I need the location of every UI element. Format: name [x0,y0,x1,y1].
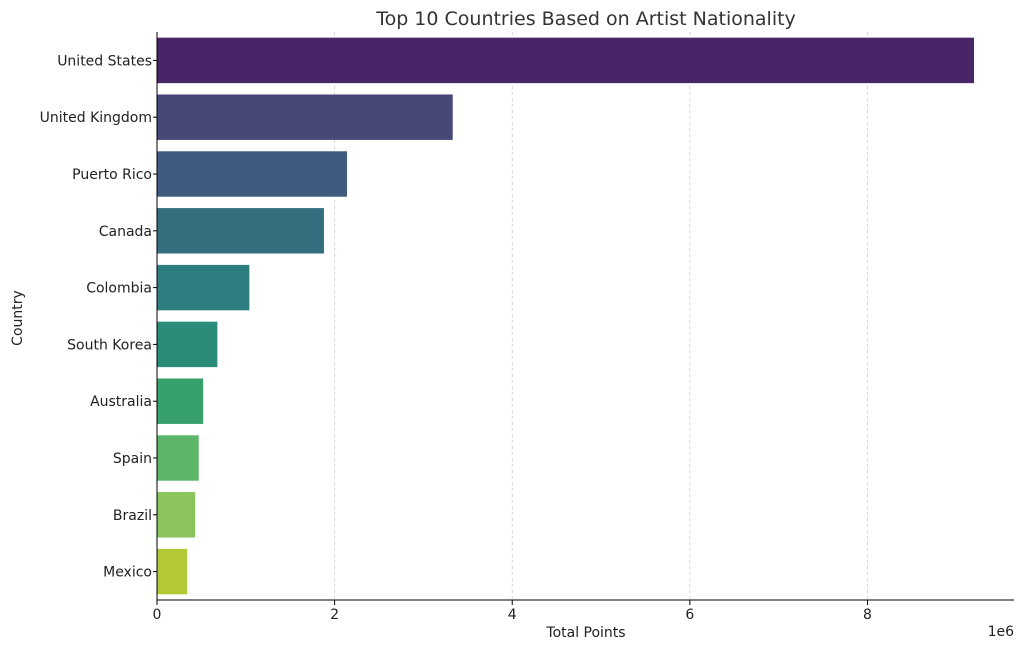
x-tick-label: 4 [508,607,517,623]
x-axis-title: Total Points [545,625,625,641]
bar [157,321,218,368]
y-axis-title: Country [10,290,26,346]
bars-group [157,37,975,595]
bar [157,435,199,481]
x-tick-label: 8 [863,607,872,623]
y-tick-label: United States [57,53,152,69]
bar [157,378,204,424]
x-tick-label: 6 [685,607,694,623]
bar [157,94,453,140]
y-tick-label: South Korea [67,337,152,353]
y-tick-label: Spain [113,451,152,467]
bar [157,264,250,311]
x-axis-scale-label: 1e6 [988,624,1015,640]
y-tick-label: United Kingdom [40,110,152,126]
bar [157,37,975,84]
x-tick-label: 0 [153,607,162,623]
bar [157,492,196,538]
y-tick-label: Australia [90,394,152,410]
x-tick-label: 2 [330,607,339,623]
y-tick-label: Canada [99,224,152,240]
bar [157,548,188,595]
x-ticks: 0 2 4 6 8 [153,600,872,623]
y-tick-labels: United States United Kingdom Puerto Rico Ca… [40,53,157,581]
y-tick-label: Colombia [86,281,152,297]
y-tick-label: Mexico [103,565,152,581]
bar [157,151,348,197]
y-tick-label: Puerto Rico [72,167,152,183]
chart-title: Top 10 Countries Based on Artist Nationa… [375,8,796,30]
y-tick-label: Brazil [113,508,152,524]
grid-lines [334,32,868,600]
bar [157,208,324,254]
